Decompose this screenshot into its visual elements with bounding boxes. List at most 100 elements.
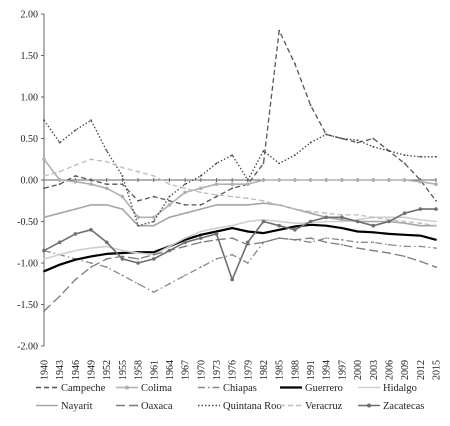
- data-point: [278, 220, 281, 223]
- data-point: [184, 238, 187, 241]
- data-point: [215, 195, 218, 198]
- series-line-zacatecas: [43, 208, 436, 281]
- data-point: [58, 263, 61, 266]
- data-point: [356, 241, 359, 244]
- data-point: [341, 238, 343, 241]
- data-point: [371, 223, 376, 228]
- data-point: [152, 253, 155, 256]
- data-point: [325, 212, 328, 215]
- data-point: [325, 220, 328, 223]
- y-tick-label: -2.00: [17, 342, 38, 353]
- data-point: [183, 240, 187, 245]
- data-point: [294, 208, 296, 211]
- data-point: [184, 187, 187, 190]
- y-tick-label: -1.50: [17, 300, 38, 311]
- data-point: [308, 219, 313, 224]
- data-point: [341, 137, 343, 140]
- data-point: [137, 199, 140, 202]
- data-point: [121, 252, 124, 254]
- data-point: [372, 220, 375, 223]
- data-point: [231, 187, 234, 190]
- data-point: [403, 216, 406, 219]
- data-point: [403, 245, 406, 248]
- data-point: [152, 291, 155, 293]
- data-point: [74, 208, 77, 211]
- data-point: [341, 220, 343, 223]
- data-point: [387, 178, 391, 182]
- data-point: [57, 240, 62, 245]
- data-point: [105, 266, 108, 268]
- series-line-hidalgo: [43, 216, 437, 260]
- data-point: [356, 214, 359, 216]
- series-line-oaxaca: [43, 237, 437, 312]
- data-point: [90, 204, 92, 206]
- data-point: [294, 154, 296, 157]
- data-point: [388, 150, 390, 152]
- data-point: [325, 224, 328, 227]
- data-point: [230, 277, 234, 282]
- data-point: [43, 310, 45, 312]
- data-point: [184, 245, 187, 248]
- data-point: [43, 258, 45, 260]
- data-point: [356, 141, 359, 144]
- data-point: [387, 219, 391, 224]
- data-point: [309, 210, 312, 213]
- data-point: [419, 260, 422, 263]
- data-point: [121, 274, 124, 277]
- data-point: [435, 155, 437, 158]
- data-point: [435, 266, 437, 268]
- data-point: [168, 195, 171, 198]
- data-point: [434, 182, 438, 186]
- data-point: [105, 183, 108, 186]
- x-tick-label: 1985: [275, 360, 286, 380]
- axes: 2.00 1.50 1.00 0.50 0.00 -0.50 -1.00 -1.50 -2.00…: [17, 10, 442, 381]
- data-point: [104, 240, 109, 245]
- x-tick-label: 2015: [432, 360, 443, 380]
- data-point: [294, 238, 296, 241]
- data-point: [231, 237, 234, 240]
- data-point: [388, 243, 390, 246]
- data-point: [277, 223, 282, 228]
- data-point: [294, 225, 296, 228]
- data-point: [419, 245, 422, 248]
- x-tick-label: 2000: [353, 360, 364, 380]
- data-point: [246, 220, 249, 223]
- data-point: [121, 166, 124, 169]
- data-point: [372, 241, 375, 244]
- data-point: [231, 204, 234, 206]
- y-tick-label: 1.50: [21, 51, 39, 62]
- data-point: [324, 215, 329, 220]
- data-point: [215, 230, 218, 233]
- y-tick-label: -0.50: [17, 217, 38, 228]
- series-line-quintana-roo: [43, 119, 436, 227]
- data-point: [403, 222, 406, 225]
- legend-label: Oaxaca: [141, 401, 173, 412]
- data-point: [152, 251, 155, 254]
- data-point: [435, 238, 437, 241]
- data-point: [43, 216, 45, 219]
- data-point: [402, 178, 407, 182]
- data-point: [121, 183, 124, 186]
- data-point: [371, 178, 376, 182]
- data-point: [372, 137, 375, 140]
- x-tick-label: 1988: [290, 360, 301, 380]
- data-point: [168, 216, 171, 219]
- data-point: [278, 204, 281, 206]
- data-point: [73, 179, 78, 184]
- x-tick-label: 1997: [337, 360, 348, 380]
- data-point: [137, 252, 140, 254]
- data-point: [340, 215, 344, 220]
- series-line-chiapas: [43, 237, 437, 293]
- data-point: [215, 258, 218, 260]
- series-line-guerrero: [43, 223, 437, 273]
- y-tick-label: -1.00: [17, 259, 38, 270]
- x-tick-label: 1964: [165, 360, 176, 380]
- data-point: [356, 230, 359, 233]
- data-point: [57, 178, 62, 182]
- data-point: [293, 228, 297, 232]
- legend-label: Colima: [141, 383, 172, 394]
- data-point: [199, 208, 202, 211]
- legend-label: Quintana Roo: [223, 401, 282, 412]
- data-point: [58, 141, 61, 144]
